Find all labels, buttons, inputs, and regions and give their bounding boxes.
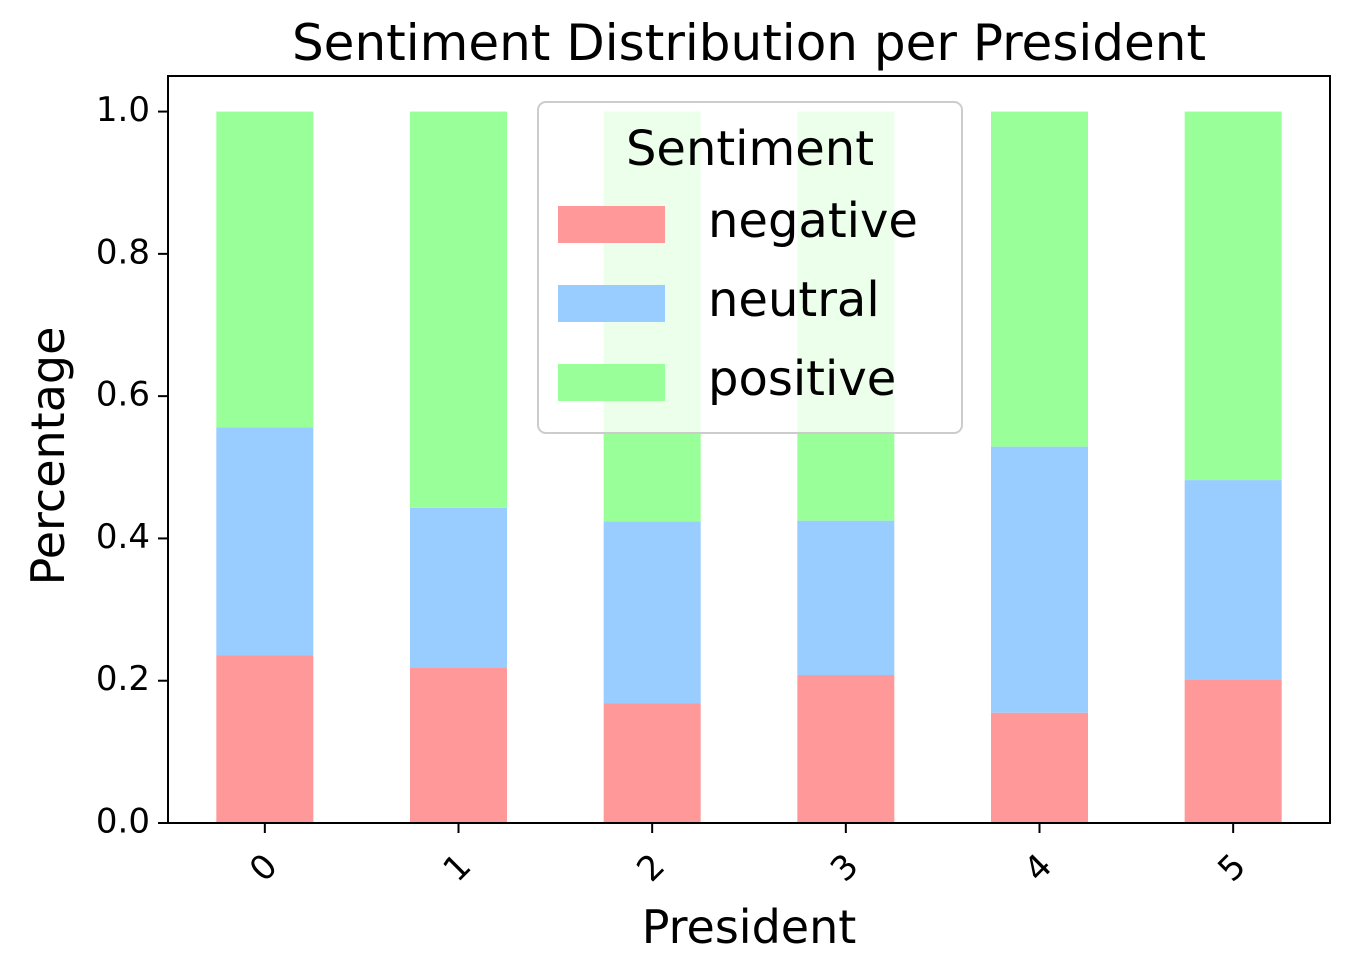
legend-label-positive: positive bbox=[708, 351, 896, 407]
bar-neutral-4 bbox=[991, 446, 1088, 713]
legend: Sentiment negative neutral positive bbox=[537, 101, 963, 434]
legend-items: negative neutral positive bbox=[558, 193, 918, 407]
legend-label-negative: negative bbox=[708, 193, 918, 249]
bar-neutral-5 bbox=[1184, 480, 1282, 680]
bar-negative-5 bbox=[1184, 680, 1282, 823]
chart-title: Sentiment Distribution per President bbox=[292, 14, 1206, 72]
bar-negative-1 bbox=[410, 667, 507, 823]
legend-swatch-negative bbox=[558, 206, 665, 243]
bar-positive-4 bbox=[991, 111, 1088, 447]
bar-neutral-2 bbox=[603, 521, 701, 704]
legend-swatch-positive bbox=[558, 364, 665, 401]
legend-box bbox=[537, 101, 963, 434]
y-axis-ticks: 0.0 0.2 0.4 0.6 0.8 1.0 bbox=[96, 90, 168, 842]
x-tick-label-1: 1 bbox=[436, 846, 480, 890]
bar-neutral-1 bbox=[410, 507, 507, 668]
x-tick-label-5: 5 bbox=[1210, 846, 1254, 890]
bar-negative-0 bbox=[216, 655, 314, 823]
y-tick-label-0.6: 0.6 bbox=[96, 375, 150, 415]
x-axis-ticks: 0 1 2 3 4 5 bbox=[242, 823, 1254, 890]
y-tick-label-0.2: 0.2 bbox=[96, 659, 150, 699]
bar-neutral-0 bbox=[216, 427, 314, 656]
y-axis-label: Percentage bbox=[21, 327, 75, 586]
legend-swatch-neutral bbox=[558, 285, 665, 322]
y-tick-label-0.8: 0.8 bbox=[96, 232, 150, 272]
bar-negative-3 bbox=[797, 675, 895, 823]
x-tick-label-0: 0 bbox=[242, 846, 286, 890]
bar-neutral-3 bbox=[797, 520, 895, 676]
y-tick-label-1.0: 1.0 bbox=[96, 90, 150, 130]
plot-frame bbox=[167, 75, 1331, 824]
y-tick-label-0.0: 0.0 bbox=[96, 802, 150, 842]
legend-label-neutral: neutral bbox=[708, 272, 880, 328]
x-tick-label-3: 3 bbox=[823, 846, 867, 890]
x-tick-label-4: 4 bbox=[1017, 846, 1061, 890]
y-tick-label-0.4: 0.4 bbox=[96, 517, 150, 557]
bar-positive-1 bbox=[410, 111, 507, 508]
bar-negative-4 bbox=[991, 712, 1088, 823]
bar-positive-0 bbox=[216, 111, 314, 428]
x-tick-label-2: 2 bbox=[629, 846, 673, 890]
x-axis-label: President bbox=[642, 900, 857, 954]
bar-negative-2 bbox=[603, 703, 701, 823]
legend-title: Sentiment bbox=[626, 121, 874, 177]
bar-positive-5 bbox=[1184, 111, 1282, 481]
